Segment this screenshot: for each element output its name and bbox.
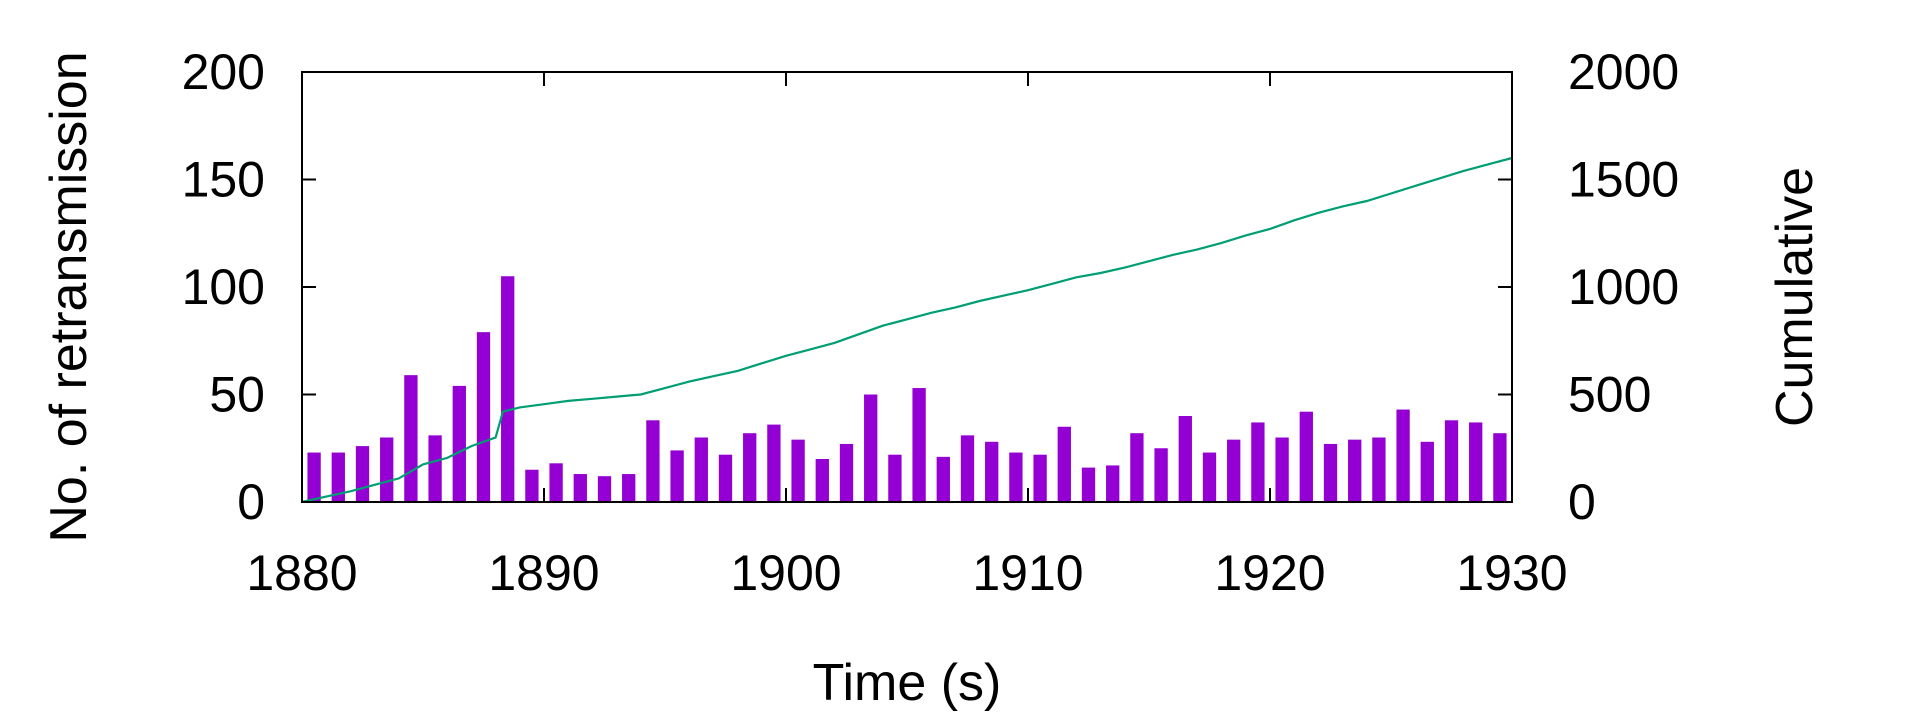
bar	[670, 450, 684, 502]
bar	[476, 332, 491, 502]
bar	[791, 439, 805, 502]
bar	[1372, 437, 1386, 502]
bar	[646, 420, 660, 502]
bar	[815, 459, 829, 502]
bar	[718, 454, 733, 502]
y2-tick-label: 2000	[1568, 44, 1679, 100]
bar	[888, 454, 902, 502]
y2-tick-label: 1000	[1568, 259, 1679, 315]
bar	[1009, 452, 1023, 502]
bar	[985, 441, 999, 502]
bar	[1251, 422, 1265, 502]
bar	[573, 474, 587, 502]
y-tick-label: 0	[237, 474, 265, 530]
bar	[1323, 443, 1338, 502]
bar	[1178, 416, 1192, 502]
bar	[1444, 420, 1459, 502]
y-tick-label: 150	[182, 152, 265, 208]
y2-tick-label: 500	[1568, 367, 1651, 423]
y-tick-label: 200	[182, 44, 265, 100]
x-tick-labels: 1880 1890 1900 1910 1920 1930	[246, 545, 1567, 601]
bar	[1154, 448, 1168, 502]
bar	[743, 433, 757, 502]
x-tick-label: 1910	[972, 545, 1083, 601]
bar	[622, 474, 636, 502]
bar	[1202, 452, 1217, 502]
y-tick-label: 100	[182, 259, 265, 315]
bar	[1130, 433, 1144, 502]
bar	[936, 456, 950, 502]
cumulative-line	[301, 156, 1513, 504]
bar	[864, 394, 878, 502]
bar	[1493, 433, 1507, 502]
bar	[1227, 439, 1241, 502]
bar	[1275, 437, 1289, 502]
bar	[380, 437, 394, 502]
bar	[1081, 467, 1096, 502]
bar	[1033, 454, 1047, 502]
bar	[501, 276, 515, 502]
bar	[307, 452, 321, 502]
bar	[355, 446, 370, 502]
y2-tick-label: 1500	[1568, 152, 1679, 208]
bar	[839, 443, 854, 502]
bar	[912, 388, 926, 502]
y2-tick-label: 0	[1568, 474, 1596, 530]
bar	[1469, 422, 1483, 502]
x-tick-label: 1920	[1214, 545, 1325, 601]
y-axis-label: No. of retransmission	[40, 51, 98, 542]
bar	[331, 452, 345, 502]
bar	[597, 476, 612, 502]
bar	[694, 437, 708, 502]
y2-tick-labels: 0 500 1000 1500 2000	[1568, 44, 1679, 530]
bar	[452, 385, 466, 502]
tick-marks	[301, 71, 1513, 503]
bar	[1057, 426, 1071, 502]
bar	[1106, 465, 1120, 502]
bar	[1299, 411, 1313, 502]
bar	[767, 424, 781, 502]
x-axis-label: Time (s)	[813, 654, 1002, 712]
y2-axis-label: Cumulative	[1766, 167, 1824, 427]
bar	[1420, 441, 1434, 502]
bar	[1348, 439, 1362, 502]
x-tick-label: 1890	[488, 545, 599, 601]
y-tick-labels: 0 50 100 150 200	[182, 44, 265, 530]
bar	[1396, 409, 1410, 502]
bar	[404, 375, 418, 502]
x-tick-label: 1880	[246, 545, 357, 601]
x-tick-label: 1900	[730, 545, 841, 601]
bar	[960, 435, 975, 502]
y-tick-label: 50	[209, 367, 265, 423]
x-tick-label: 1930	[1456, 545, 1567, 601]
bar	[549, 463, 563, 502]
bar	[428, 435, 442, 502]
bar-series	[307, 276, 1507, 502]
bar	[525, 469, 539, 502]
